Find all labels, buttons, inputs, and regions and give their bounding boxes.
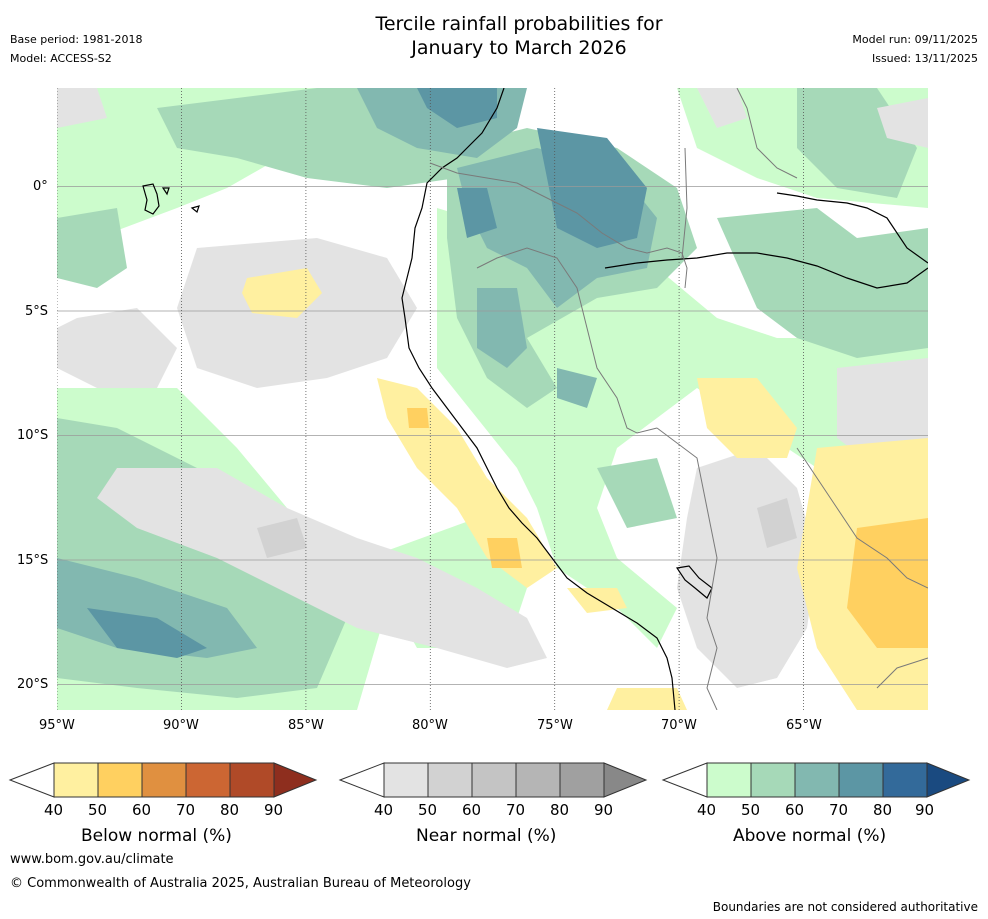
lat-label-15s: 15°S — [17, 553, 49, 568]
lon-label-75w: 75°W — [537, 718, 573, 733]
colorbar-above — [661, 762, 971, 798]
footer-url: www.bom.gov.au/climate — [10, 852, 174, 867]
cbar-near-tick-60: 60 — [462, 801, 482, 819]
lon-label-85w: 85°W — [288, 718, 324, 733]
cbar-near-arrow-left — [338, 762, 385, 798]
base-period: Base period: 1981-2018 — [10, 33, 143, 46]
cbar-below-seg2 — [97, 762, 143, 798]
cbar-near-seg1 — [383, 762, 429, 798]
cbar-near-tick-90: 90 — [594, 801, 614, 819]
cbar-below-label: Below normal (%) — [81, 826, 232, 846]
cbar-above-arrow-left — [661, 762, 708, 798]
footer-copyright: © Commonwealth of Australia 2025, Austra… — [10, 876, 471, 891]
lon-label-95w: 95°W — [39, 718, 75, 733]
cbar-near-seg3 — [471, 762, 517, 798]
lon-label-90w: 90°W — [163, 718, 199, 733]
cbar-below-seg3 — [141, 762, 187, 798]
grid-lines — [57, 186, 928, 685]
colorbar-near — [338, 762, 648, 798]
cbar-above-tick-60: 60 — [785, 801, 805, 819]
cbar-below-seg4 — [185, 762, 231, 798]
cbar-below-seg1 — [53, 762, 99, 798]
cbar-near-tick-80: 80 — [550, 801, 570, 819]
cbar-above-seg2 — [750, 762, 796, 798]
cbar-near-label: Near normal (%) — [416, 826, 557, 846]
colorbar-legend: 40 50 60 70 80 90 Below normal (%) 40 50… — [0, 758, 988, 858]
map-svg — [57, 88, 928, 710]
issued-date: Issued: 13/11/2025 — [871, 52, 978, 65]
cbar-below-tick-90: 90 — [264, 801, 284, 819]
cbar-above-seg5 — [882, 762, 928, 798]
cbar-below-seg5 — [229, 762, 275, 798]
cbar-above-tick-40: 40 — [697, 801, 717, 819]
cbar-near-tick-70: 70 — [506, 801, 526, 819]
below-normal-50 — [407, 408, 928, 648]
colorbar-below — [8, 762, 318, 798]
cbar-above-seg1 — [706, 762, 752, 798]
near-normal-region — [57, 88, 928, 688]
map-title: Tercile rainfall probabilities for Janua… — [375, 13, 663, 59]
cbar-above-tick-50: 50 — [741, 801, 761, 819]
cbar-near-seg4 — [515, 762, 561, 798]
cbar-above-seg4 — [838, 762, 884, 798]
lon-label-80w: 80°W — [412, 718, 448, 733]
cbar-above-tick-70: 70 — [829, 801, 849, 819]
cbar-near-arrow-right — [603, 762, 648, 798]
cbar-below-tick-50: 50 — [88, 801, 108, 819]
cbar-above-tick-90: 90 — [915, 801, 935, 819]
model-name: Model: ACCESS-S2 — [10, 52, 112, 65]
cbar-near-seg5 — [559, 762, 605, 798]
cbar-above-tick-80: 80 — [873, 801, 893, 819]
cbar-near-seg2 — [427, 762, 473, 798]
cbar-near-tick-40: 40 — [374, 801, 394, 819]
cbar-below-tick-40: 40 — [44, 801, 64, 819]
cbar-above-arrow-right — [926, 762, 971, 798]
probability-map — [57, 88, 928, 710]
cbar-below-tick-60: 60 — [132, 801, 152, 819]
lon-label-65w: 65°W — [786, 718, 822, 733]
cbar-below-tick-80: 80 — [220, 801, 240, 819]
above-normal-70 — [87, 88, 647, 658]
lat-label-20s: 20°S — [17, 677, 49, 692]
cbar-below-arrow-left — [8, 762, 55, 798]
model-run: Model run: 09/11/2025 — [852, 33, 978, 46]
lat-label-10s: 10°S — [17, 428, 49, 443]
cbar-below-arrow-right — [273, 762, 318, 798]
cbar-above-label: Above normal (%) — [733, 826, 887, 846]
cbar-below-tick-70: 70 — [176, 801, 196, 819]
lon-label-70w: 70°W — [661, 718, 697, 733]
cbar-above-seg3 — [794, 762, 840, 798]
footer-disclaimer: Boundaries are not considered authoritat… — [712, 900, 978, 914]
country-borders — [429, 88, 928, 710]
lat-label-0: 0° — [33, 179, 48, 194]
coastline — [142, 88, 928, 710]
lat-label-5s: 5°S — [25, 304, 49, 319]
cbar-near-tick-50: 50 — [418, 801, 438, 819]
